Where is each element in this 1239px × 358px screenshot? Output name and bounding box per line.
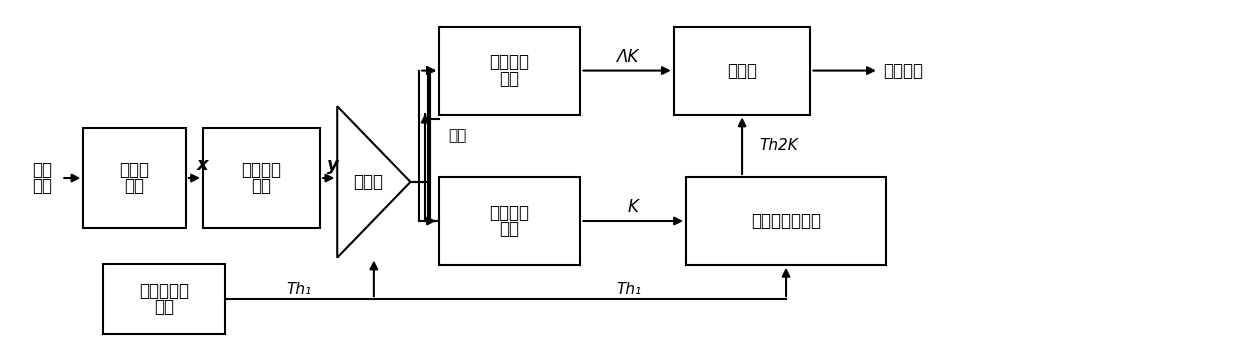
Polygon shape [337, 106, 410, 258]
Text: x: x [197, 156, 208, 174]
Text: 第二门限生成器: 第二门限生成器 [751, 212, 821, 230]
Text: K: K [628, 198, 638, 216]
Text: 平方律检: 平方律检 [242, 161, 281, 179]
Text: Th2K: Th2K [760, 138, 798, 153]
Text: 雷达: 雷达 [32, 161, 52, 179]
Text: ΛK: ΛK [616, 48, 638, 66]
Text: y: y [327, 156, 338, 174]
Bar [686, 177, 886, 265]
Bar [439, 177, 580, 265]
Text: 比较器: 比较器 [353, 173, 383, 191]
Text: 比较器: 比较器 [727, 62, 757, 79]
Text: 判决结果: 判决结果 [883, 62, 923, 79]
Text: Th₁: Th₁ [286, 282, 312, 297]
Text: 控制: 控制 [449, 129, 467, 144]
Text: 回波: 回波 [32, 177, 52, 195]
Text: 累器: 累器 [499, 220, 519, 238]
Text: 匹配滤: 匹配滤 [119, 161, 150, 179]
Bar [203, 128, 320, 228]
Text: 波器: 波器 [252, 177, 271, 195]
Text: 非相参积: 非相参积 [489, 53, 529, 71]
Bar [83, 128, 186, 228]
Text: 波器: 波器 [125, 177, 145, 195]
Text: 二进制积: 二进制积 [489, 204, 529, 222]
Bar [674, 26, 810, 115]
Text: 累器: 累器 [499, 70, 519, 88]
Bar [103, 264, 225, 334]
Bar [439, 26, 580, 115]
Text: 第一门限生: 第一门限生 [139, 282, 188, 300]
Text: Th₁: Th₁ [616, 282, 642, 297]
Text: 成器: 成器 [154, 298, 173, 316]
